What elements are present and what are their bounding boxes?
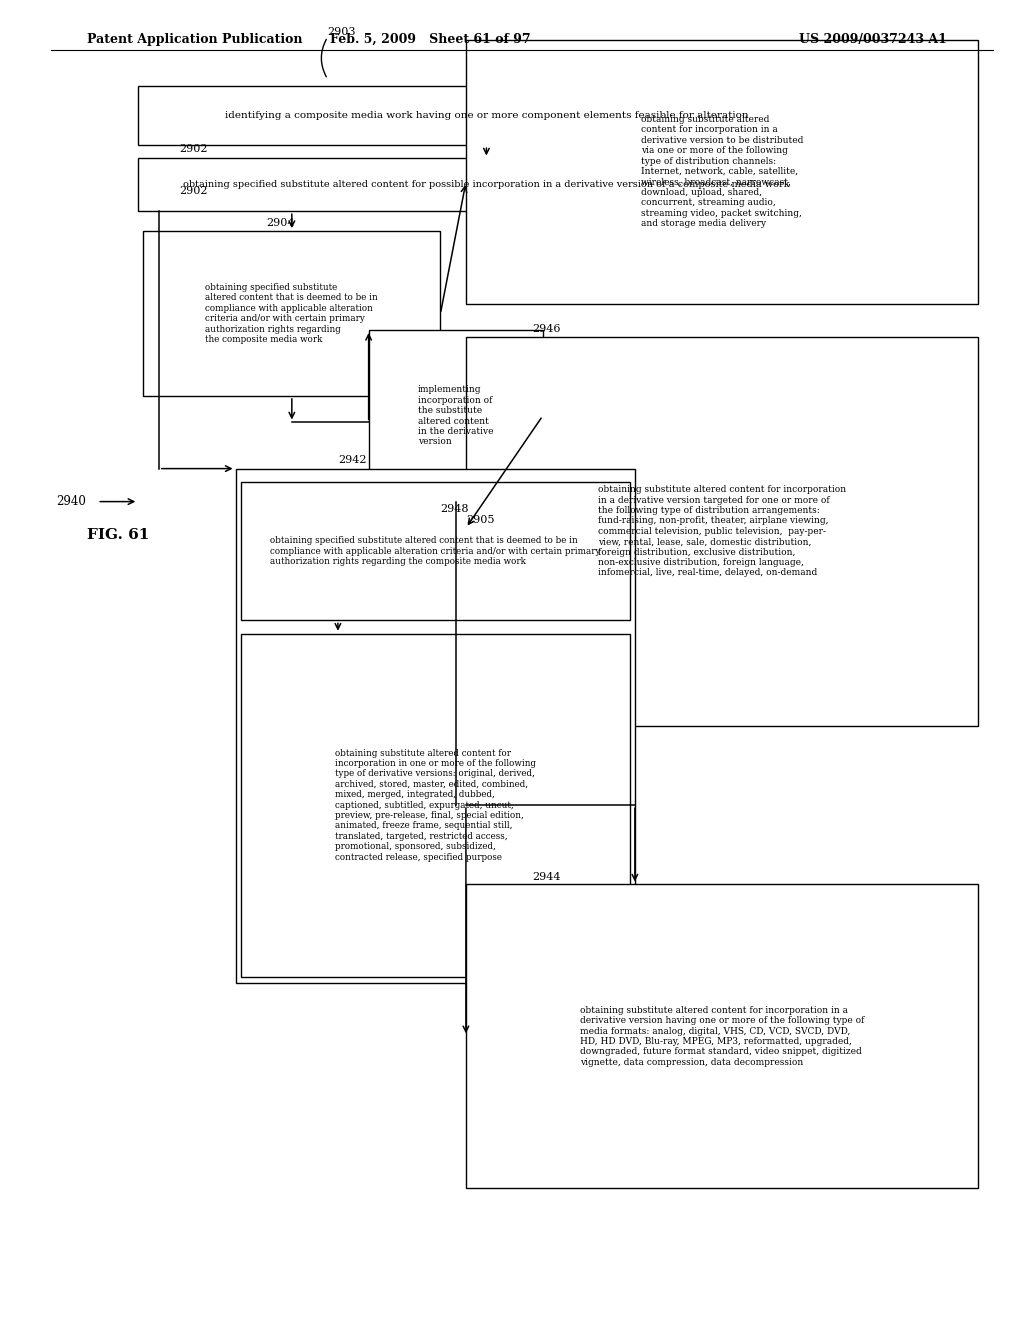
Text: 2904: 2904 [266, 218, 295, 228]
Text: 2903: 2903 [328, 26, 356, 37]
Text: obtaining substitute altered
content for incorporation in a
derivative version t: obtaining substitute altered content for… [641, 115, 803, 228]
Bar [466, 337, 978, 726]
Text: 2902: 2902 [179, 144, 208, 154]
Text: obtaining substitute altered content for incorporation in a
derivative version h: obtaining substitute altered content for… [580, 1006, 864, 1067]
Bar [466, 884, 978, 1188]
Text: US 2009/0037243 A1: US 2009/0037243 A1 [799, 33, 946, 46]
Text: obtaining substitute altered content for incorporation
in a derivative version t: obtaining substitute altered content for… [598, 486, 846, 577]
Bar [143, 231, 440, 396]
Text: FIG. 61: FIG. 61 [87, 528, 150, 541]
Text: 2944: 2944 [532, 871, 561, 882]
Text: obtaining specified substitute altered content that is deemed to be in
complianc: obtaining specified substitute altered c… [270, 536, 600, 566]
Text: 2905: 2905 [466, 515, 495, 525]
Text: 2948: 2948 [440, 504, 469, 515]
Text: Patent Application Publication: Patent Application Publication [87, 33, 302, 46]
Bar [369, 330, 543, 502]
Text: identifying a composite media work having one or more component elements feasibl: identifying a composite media work havin… [224, 111, 749, 120]
Text: implementing
incorporation of
the substitute
altered content
in the derivative
v: implementing incorporation of the substi… [418, 385, 494, 446]
Bar [241, 482, 630, 620]
Bar [466, 40, 978, 304]
Bar [241, 634, 630, 977]
Text: 2942: 2942 [338, 454, 367, 465]
Text: obtaining substitute altered content for
incorporation in one or more of the fol: obtaining substitute altered content for… [335, 748, 536, 862]
Text: 2946: 2946 [532, 323, 561, 334]
Text: obtaining specified substitute
altered content that is deemed to be in
complianc: obtaining specified substitute altered c… [206, 282, 378, 345]
Text: Feb. 5, 2009   Sheet 61 of 97: Feb. 5, 2009 Sheet 61 of 97 [330, 33, 530, 46]
Bar [236, 469, 635, 983]
Text: 2940: 2940 [56, 495, 86, 508]
Bar [138, 86, 835, 145]
Bar [138, 158, 835, 211]
Text: obtaining specified substitute altered content for possible incorporation in a d: obtaining specified substitute altered c… [183, 181, 790, 189]
Text: 2902: 2902 [179, 186, 208, 197]
